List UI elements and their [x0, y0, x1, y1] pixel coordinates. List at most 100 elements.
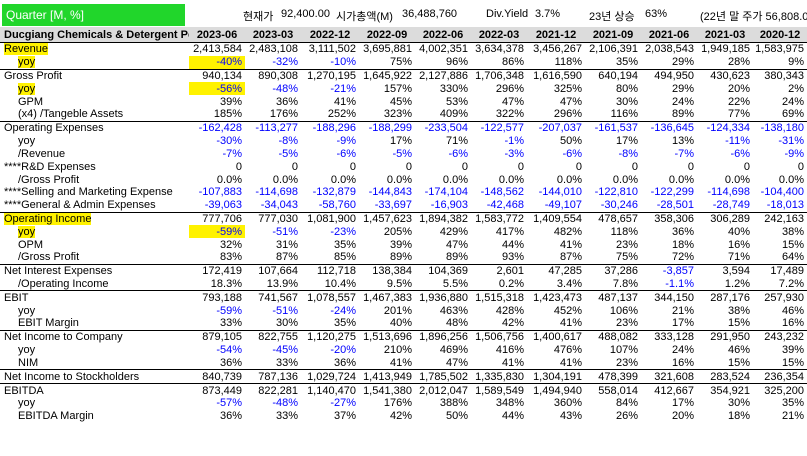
table-cell: 380,343	[753, 68, 807, 83]
table-cell: 116%	[610, 108, 638, 121]
table-cell: 296%	[553, 108, 582, 121]
table-cell: 176%	[383, 397, 412, 410]
table-cell: 1,936,880	[415, 290, 471, 305]
table-cell: 1,494,940	[527, 383, 585, 397]
table-cell: -51%	[272, 304, 298, 317]
table-cell: 890,308	[245, 68, 301, 83]
table-cell: 13%	[671, 135, 694, 148]
top-info-bar: Quarter [M, %] 현재가 92,400.00 시가총액(M) 36,…	[0, 0, 807, 28]
table-row: Net Income to Stockholders 840,739 787,136…	[0, 369, 807, 384]
table-cell: 201%	[383, 304, 412, 317]
table-cell: -188,296	[301, 120, 359, 135]
table-cell: 0	[797, 160, 804, 173]
table-cell: 1,513,696	[359, 329, 415, 344]
table-cell: 16%	[671, 356, 694, 369]
table-cell: 354,921	[697, 383, 753, 397]
table-cell: 89%	[389, 251, 412, 264]
row-label: (x4) /Tangeble Assets	[0, 108, 189, 121]
table-cell: 29%	[671, 82, 694, 95]
financial-table-body: Revenue 2,413,584 2,483,108 3,111,502 3,695,…	[0, 41, 807, 423]
table-cell: 22%	[727, 95, 750, 108]
table-row: /Revenue -7% -5% -6% -5% -6% -3% -6% -8% -7% -6% -9…	[0, 148, 807, 161]
table-cell: 482%	[553, 225, 582, 238]
table-cell: 360%	[553, 397, 582, 410]
row-label-text: GPM	[18, 95, 44, 108]
table-cell: -6%	[336, 147, 356, 160]
table-cell: 84%	[615, 397, 638, 410]
table-cell: -28,501	[656, 199, 694, 212]
ytd-change-value: 63%	[645, 8, 668, 20]
table-cell: -58,760	[318, 199, 356, 212]
table-cell: 1,081,900	[301, 211, 359, 226]
table-cell: 3,695,881	[359, 41, 415, 56]
table-cell: 287,176	[697, 290, 753, 305]
table-cell: -27%	[330, 397, 356, 410]
table-cell: 17%	[389, 135, 412, 148]
table-cell: 1,140,470	[301, 383, 359, 397]
period-header: 2023-03	[245, 27, 301, 43]
table-cell: 16%	[727, 238, 750, 251]
table-cell: 0	[575, 160, 582, 173]
table-cell: 48%	[445, 317, 468, 330]
table-cell: 15%	[727, 356, 750, 369]
table-cell: 87%	[275, 251, 298, 264]
table-cell: 17%	[615, 135, 638, 148]
table-cell: -48%	[272, 82, 298, 95]
row-label-text: /Operating Income	[18, 278, 109, 291]
period-header: 2022-03	[471, 27, 527, 43]
table-cell: 283,524	[697, 369, 753, 384]
table-cell: 1,467,383	[359, 290, 415, 305]
table-cell: -122,299	[650, 186, 694, 199]
table-cell: 41%	[333, 95, 356, 108]
row-label: NIM	[0, 357, 189, 370]
table-cell: 476%	[553, 344, 582, 357]
table-cell: 296%	[495, 82, 524, 95]
table-cell: 71%	[727, 251, 750, 264]
table-cell: 0	[687, 160, 694, 173]
row-label-text: OPM	[18, 238, 44, 251]
table-cell: 16%	[781, 317, 804, 330]
table-cell: 39%	[781, 344, 804, 357]
table-cell: -34,043	[260, 199, 298, 212]
table-cell: -233,504	[415, 120, 471, 135]
table-cell: 89%	[445, 251, 468, 264]
table-cell: 38%	[781, 225, 804, 238]
row-label: yoy	[0, 82, 189, 95]
table-cell: 72%	[671, 251, 694, 264]
table-cell: 24%	[781, 95, 804, 108]
table-cell: 0.0%	[724, 173, 750, 186]
table-cell: -30,246	[600, 199, 638, 212]
row-label-text: yoy	[18, 225, 36, 238]
table-cell: 306,289	[697, 211, 753, 226]
period-header: 2022-09	[359, 27, 415, 43]
table-cell: 478,399	[585, 369, 641, 384]
row-label-text: ****Selling and Marketing Expense	[4, 186, 173, 199]
table-cell: 242,163	[753, 211, 807, 226]
table-cell: 37%	[333, 410, 356, 423]
table-cell: 46%	[727, 344, 750, 357]
table-cell: 33%	[275, 410, 298, 423]
table-cell: 429%	[439, 225, 468, 238]
table-cell: 36%	[219, 410, 242, 423]
table-cell: 18%	[727, 410, 750, 423]
table-cell: 30%	[275, 317, 298, 330]
table-cell: 0.0%	[498, 173, 524, 186]
row-label: /Gross Profit	[0, 251, 189, 264]
year-end-price-text: (22년 말 주가 56,808.0	[700, 11, 807, 23]
table-cell: 35%	[333, 317, 356, 330]
row-label: yoy	[0, 135, 189, 148]
table-cell: 1,583,975	[753, 41, 807, 56]
row-label-text: Gross Profit	[4, 70, 63, 83]
row-label-text: yoy	[18, 344, 36, 357]
table-cell: 50%	[445, 410, 468, 423]
table-cell: 1,400,617	[527, 329, 585, 344]
table-cell: 1,541,380	[359, 383, 415, 397]
table-cell: 321,608	[641, 369, 697, 384]
table-cell: 93%	[501, 251, 524, 264]
table-row: yoy -30% -8% -9% 17% 71% -1% 50% 17% 13% -11% -31%	[0, 135, 807, 148]
table-cell: -51%	[272, 225, 298, 238]
table-cell: -1.1%	[665, 278, 694, 291]
table-cell: 330%	[439, 82, 468, 95]
table-cell: 47%	[501, 95, 524, 108]
table-cell: -28,749	[712, 199, 750, 212]
